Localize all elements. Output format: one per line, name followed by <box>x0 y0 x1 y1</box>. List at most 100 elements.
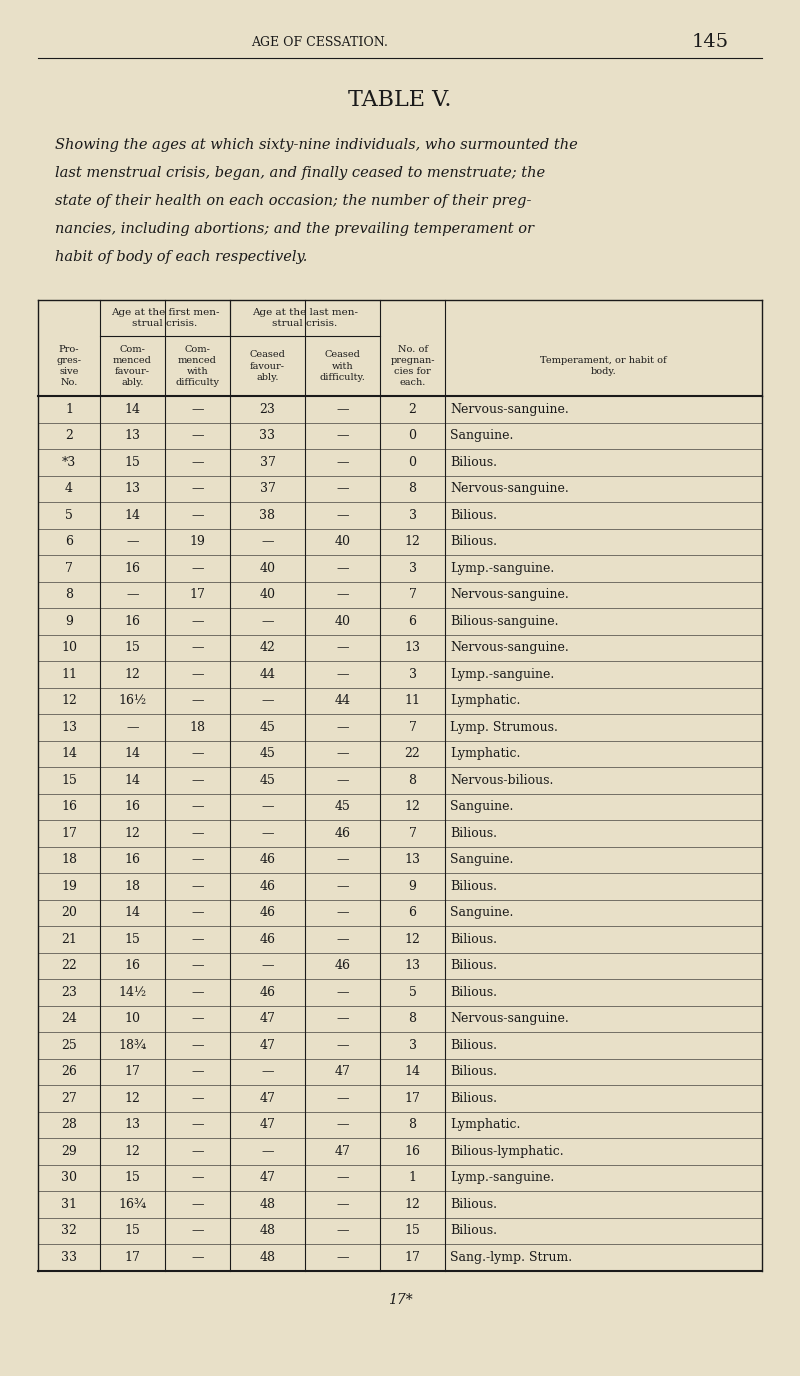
Text: 21: 21 <box>61 933 77 945</box>
Text: 1: 1 <box>409 1171 417 1185</box>
Text: —: — <box>262 801 274 813</box>
Text: —: — <box>191 773 204 787</box>
Text: 6: 6 <box>409 907 417 919</box>
Text: No. of
pregnan-
cies for
each.: No. of pregnan- cies for each. <box>390 345 434 387</box>
Text: —: — <box>191 827 204 839</box>
Text: 13: 13 <box>125 429 141 442</box>
Text: Bilious.: Bilious. <box>450 535 497 548</box>
Text: Nervous-sanguine.: Nervous-sanguine. <box>450 641 569 654</box>
Text: 3: 3 <box>409 561 417 575</box>
Text: —: — <box>262 535 274 548</box>
Text: 7: 7 <box>409 589 417 601</box>
Text: —: — <box>262 695 274 707</box>
Text: Bilious-lymphatic.: Bilious-lymphatic. <box>450 1145 564 1157</box>
Text: —: — <box>336 1119 349 1131</box>
Text: —: — <box>191 1171 204 1185</box>
Text: 47: 47 <box>259 1091 275 1105</box>
Text: —: — <box>191 853 204 867</box>
Text: 11: 11 <box>405 695 421 707</box>
Text: 15: 15 <box>125 933 141 945</box>
Text: Bilious.: Bilious. <box>450 455 497 469</box>
Text: —: — <box>191 907 204 919</box>
Text: 0: 0 <box>409 455 417 469</box>
Text: —: — <box>191 1251 204 1263</box>
Text: Age at the first men-
strual crisis.: Age at the first men- strual crisis. <box>110 308 219 327</box>
Text: Bilious.: Bilious. <box>450 959 497 973</box>
Text: 7: 7 <box>65 561 73 575</box>
Text: 19: 19 <box>190 535 206 548</box>
Text: Sanguine.: Sanguine. <box>450 853 514 867</box>
Text: 18¾: 18¾ <box>118 1039 146 1051</box>
Text: Bilious-sanguine.: Bilious-sanguine. <box>450 615 558 627</box>
Text: —: — <box>336 482 349 495</box>
Text: Lymp. Strumous.: Lymp. Strumous. <box>450 721 558 733</box>
Text: 47: 47 <box>259 1013 275 1025</box>
Text: 6: 6 <box>65 535 73 548</box>
Text: 40: 40 <box>259 589 275 601</box>
Text: 19: 19 <box>61 879 77 893</box>
Text: Temperament, or habit of
body.: Temperament, or habit of body. <box>540 356 667 376</box>
Text: 8: 8 <box>409 1013 417 1025</box>
Text: —: — <box>336 933 349 945</box>
Text: 8: 8 <box>409 482 417 495</box>
Text: 6: 6 <box>409 615 417 627</box>
Text: —: — <box>336 773 349 787</box>
Text: 37: 37 <box>259 455 275 469</box>
Text: —: — <box>336 1013 349 1025</box>
Text: —: — <box>336 985 349 999</box>
Text: —: — <box>191 429 204 442</box>
Text: 18: 18 <box>61 853 77 867</box>
Text: —: — <box>262 1145 274 1157</box>
Text: 14: 14 <box>405 1065 421 1079</box>
Text: Lymp.-sanguine.: Lymp.-sanguine. <box>450 1171 554 1185</box>
Text: 46: 46 <box>259 907 275 919</box>
Text: 23: 23 <box>61 985 77 999</box>
Text: —: — <box>336 509 349 522</box>
Text: 12: 12 <box>61 695 77 707</box>
Text: 23: 23 <box>259 403 275 416</box>
Text: Lymphatic.: Lymphatic. <box>450 695 520 707</box>
Text: —: — <box>191 695 204 707</box>
Text: TABLE V.: TABLE V. <box>348 89 452 111</box>
Text: —: — <box>336 721 349 733</box>
Text: 14: 14 <box>125 773 141 787</box>
Text: 1: 1 <box>65 403 73 416</box>
Text: Bilious.: Bilious. <box>450 827 497 839</box>
Text: 17: 17 <box>125 1065 141 1079</box>
Text: —: — <box>262 827 274 839</box>
Text: 15: 15 <box>125 641 141 654</box>
Text: Sanguine.: Sanguine. <box>450 907 514 919</box>
Text: 13: 13 <box>405 641 421 654</box>
Text: 13: 13 <box>125 482 141 495</box>
Text: Nervous-sanguine.: Nervous-sanguine. <box>450 482 569 495</box>
Text: 22: 22 <box>61 959 77 973</box>
Text: —: — <box>191 1225 204 1237</box>
Text: 33: 33 <box>259 429 275 442</box>
Text: —: — <box>126 589 138 601</box>
Text: —: — <box>336 747 349 761</box>
Text: 46: 46 <box>259 879 275 893</box>
Text: —: — <box>191 879 204 893</box>
Text: Bilious.: Bilious. <box>450 1225 497 1237</box>
Text: 14: 14 <box>125 907 141 919</box>
Text: Showing the ages at which sixty-nine individuals, who surmounted the: Showing the ages at which sixty-nine ind… <box>55 138 578 151</box>
Text: —: — <box>191 641 204 654</box>
Text: last menstrual crisis, began, and finally ceased to menstruate; the: last menstrual crisis, began, and finall… <box>55 166 545 180</box>
Text: 48: 48 <box>259 1197 275 1211</box>
Text: 44: 44 <box>334 695 350 707</box>
Text: 47: 47 <box>334 1065 350 1079</box>
Text: 46: 46 <box>259 853 275 867</box>
Text: 15: 15 <box>125 455 141 469</box>
Text: 13: 13 <box>61 721 77 733</box>
Text: 10: 10 <box>125 1013 141 1025</box>
Text: 17: 17 <box>405 1091 421 1105</box>
Text: —: — <box>191 959 204 973</box>
Text: 16: 16 <box>125 801 141 813</box>
Text: Bilious.: Bilious. <box>450 1039 497 1051</box>
Text: —: — <box>191 1065 204 1079</box>
Text: —: — <box>336 1091 349 1105</box>
Text: —: — <box>191 561 204 575</box>
Text: Bilious.: Bilious. <box>450 509 497 522</box>
Text: 14½: 14½ <box>118 985 146 999</box>
Text: 3: 3 <box>409 1039 417 1051</box>
